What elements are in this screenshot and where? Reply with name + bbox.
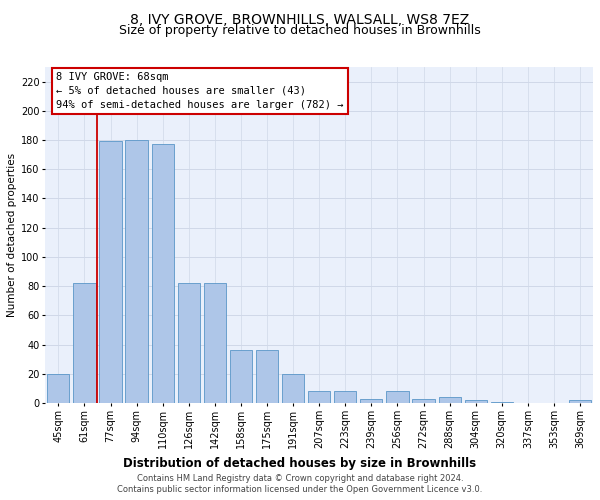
Bar — [125, 140, 148, 403]
Bar — [569, 400, 591, 403]
Bar — [491, 402, 513, 403]
Bar — [334, 392, 356, 403]
Bar — [152, 144, 174, 403]
Bar — [282, 374, 304, 403]
Text: Size of property relative to detached houses in Brownhills: Size of property relative to detached ho… — [119, 24, 481, 37]
Bar — [308, 392, 330, 403]
Bar — [178, 283, 200, 403]
Text: Distribution of detached houses by size in Brownhills: Distribution of detached houses by size … — [124, 458, 476, 470]
Bar — [439, 397, 461, 403]
Text: Contains HM Land Registry data © Crown copyright and database right 2024.
Contai: Contains HM Land Registry data © Crown c… — [118, 474, 482, 494]
Bar — [204, 283, 226, 403]
Y-axis label: Number of detached properties: Number of detached properties — [7, 153, 17, 317]
Bar — [100, 142, 122, 403]
Bar — [230, 350, 252, 403]
Bar — [360, 398, 382, 403]
Bar — [73, 283, 95, 403]
Bar — [47, 374, 70, 403]
Text: 8, IVY GROVE, BROWNHILLS, WALSALL, WS8 7EZ: 8, IVY GROVE, BROWNHILLS, WALSALL, WS8 7… — [130, 12, 470, 26]
Bar — [464, 400, 487, 403]
Bar — [412, 398, 434, 403]
Bar — [256, 350, 278, 403]
Text: 8 IVY GROVE: 68sqm
← 5% of detached houses are smaller (43)
94% of semi-detached: 8 IVY GROVE: 68sqm ← 5% of detached hous… — [56, 72, 344, 110]
Bar — [386, 392, 409, 403]
